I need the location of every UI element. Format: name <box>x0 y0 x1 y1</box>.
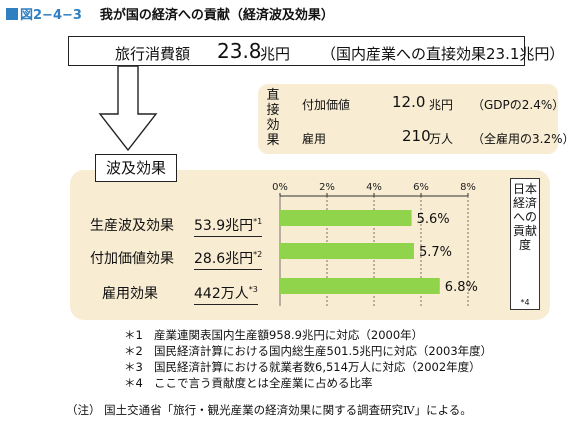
total-unit: 兆円 <box>260 45 291 63</box>
bar <box>280 243 414 259</box>
direct-row-unit: 兆円 <box>429 98 454 112</box>
note-item: ＊3 国民経済計算における就業者数6,514万人に対応（2002年度） <box>124 360 481 374</box>
row-amount-value-added: 28.6兆円*2 <box>194 248 263 270</box>
notes: ＊1 産業連関表国内生産額958.9兆円に対応（2000年） ＊2 国民経済計算にお… <box>124 327 492 391</box>
wave-effect-label: 波及効果 <box>95 154 177 182</box>
wave-effect-bar-chart: 0% 2% 4% 6% 8% 5.6% 5.7% 6.8% <box>272 182 478 306</box>
total-note: （国内産業への直接効果23.1兆円） <box>321 45 565 63</box>
x-tick-label: 6% <box>413 182 429 193</box>
direct-row-value: 12.0 <box>392 93 426 111</box>
x-tick-label: 8% <box>460 182 476 193</box>
source-footnote: （注） 国土交通省「旅行・観光産業の経済効果に関する調査研究Ⅳ」による。 <box>66 403 472 417</box>
figure-title: 我が国の経済への貢献（経済波及効果） <box>99 8 334 23</box>
down-arrow-icon <box>98 66 158 152</box>
bar <box>280 278 440 294</box>
note-item: ＊1 産業連関表国内生産額958.9兆円に対応（2000年） <box>124 328 424 342</box>
bar-value-label: 5.6% <box>417 212 450 227</box>
row-label-value-added: 付加価値効果 <box>90 251 174 267</box>
row-amount-employment: 442万人*3 <box>194 283 258 305</box>
direct-row-value: 210 <box>402 127 431 145</box>
bar-value-label: 6.8% <box>445 280 478 295</box>
bar-value-label: 5.7% <box>419 245 452 260</box>
direct-row-share: （全雇用の3.2%） <box>472 132 575 146</box>
x-tick-label: 4% <box>366 182 382 193</box>
x-tick-label: 2% <box>319 182 335 193</box>
contribution-label-box: 日本経済への貢献度 *4 <box>510 178 540 310</box>
contribution-note-mark: *4 <box>520 298 530 307</box>
total-label: 旅行消費額 <box>115 45 191 63</box>
direct-row-name: 雇用 <box>302 132 327 146</box>
note-item: ＊4 ここで言う貢献度とは全産業に占める比率 <box>124 376 373 390</box>
total-consumption-box: 旅行消費額 23.8 兆円 （国内産業への直接効果23.1兆円） <box>68 36 564 66</box>
direct-effect-panel: 直接効果 付加価値 12.0 兆円 （GDPの2.4%） 雇用 210 万人 （… <box>258 84 575 154</box>
direct-effect-label: 直接効果 <box>266 88 280 148</box>
direct-row-unit: 万人 <box>429 132 454 146</box>
figure-header: 図2−4−3 我が国の経済への貢献（経済波及効果） <box>6 4 334 23</box>
contribution-label: 日本経済への貢献度 <box>512 182 537 252</box>
note-item: ＊2 国民経済計算における国内総生産501.5兆円に対応（2003年度） <box>124 344 493 358</box>
figure-number: 図2−4−3 <box>20 8 82 23</box>
total-value: 23.8 <box>217 39 262 63</box>
row-label-employment: 雇用効果 <box>102 286 158 302</box>
row-amount-production: 53.9兆円*1 <box>194 215 263 237</box>
x-tick-label: 0% <box>272 182 288 193</box>
direct-row-name: 付加価値 <box>302 98 351 112</box>
figure-marker-icon <box>6 8 18 20</box>
bar <box>280 210 412 226</box>
direct-row-share: （GDPの2.4%） <box>472 98 565 112</box>
row-label-production: 生産波及効果 <box>90 218 174 234</box>
